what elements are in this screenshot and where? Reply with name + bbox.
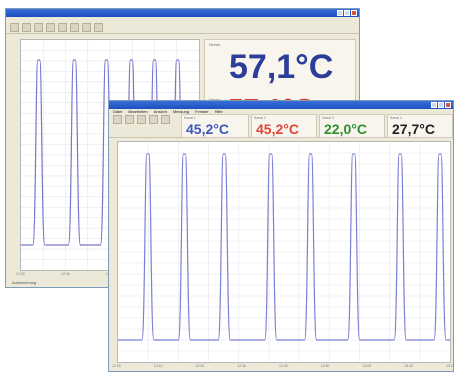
readout-channel-1: Kanal 1 45,2°C [181, 114, 249, 138]
readout-label: Kanal 1 [184, 116, 196, 120]
toolbar-button[interactable] [22, 23, 31, 32]
x-tick-label: 12:30 [237, 364, 247, 368]
front-window: Datei Bearbeiten Ansicht Messung Fenster… [108, 100, 454, 372]
readout-channel-3: Kanal 3 22,0°C [319, 114, 385, 138]
toolbar-button[interactable] [94, 23, 103, 32]
front-chart[interactable] [117, 141, 451, 363]
readout-label: Kanal 2 [254, 116, 266, 120]
status-text: Aufzeichnung [12, 280, 37, 285]
x-tick-label: 12:00 [16, 272, 25, 276]
minimize-button[interactable] [431, 102, 437, 108]
x-tick-label: 12:40 [279, 364, 288, 368]
maximize-button[interactable] [438, 102, 444, 108]
readout-value: 27,7°C [392, 121, 435, 137]
readout-channel-2: Kanal 2 45,2°C [251, 114, 317, 138]
back-window-controls [337, 10, 357, 16]
toolbar-button[interactable] [34, 23, 43, 32]
x-tick-label: 13:10 [404, 364, 414, 368]
menu-item-messung[interactable]: Messung [172, 109, 190, 114]
x-tick-label: 12:30 [61, 272, 70, 276]
x-tick-label: 12:10 [153, 364, 163, 368]
toolbar-button[interactable] [149, 115, 158, 124]
toolbar-button[interactable] [10, 23, 19, 32]
menu-item-ansicht[interactable]: Ansicht [153, 109, 167, 114]
front-trace-svg [118, 142, 450, 362]
menu-item-bearbeiten[interactable]: Bearbeiten [128, 109, 148, 114]
menu-item-fenster[interactable]: Fenster [195, 109, 209, 114]
front-window-controls [431, 102, 451, 108]
temperature-trace [118, 153, 450, 341]
toolbar-button[interactable] [82, 23, 91, 32]
close-button[interactable] [351, 10, 357, 16]
front-titlebar [109, 101, 453, 109]
readout-channel-4: Kanal 4 27,7°C [387, 114, 453, 138]
back-menubar [6, 17, 359, 22]
toolbar-button[interactable] [46, 23, 55, 32]
back-readout-panel: Messst. 57,1°C Messst. [204, 39, 356, 109]
toolbar-button[interactable] [113, 115, 122, 124]
x-tick-label: 12:00 [112, 364, 121, 368]
maximize-button[interactable] [344, 10, 350, 16]
close-button[interactable] [445, 102, 451, 108]
minimize-button[interactable] [337, 10, 343, 16]
x-tick-label: 12:20 [195, 364, 205, 368]
readout-value: 22,0°C [324, 121, 367, 137]
readout-value: 45,2°C [256, 121, 299, 137]
menu-item-hilfe[interactable]: Hilfe [214, 109, 223, 114]
toolbar-button[interactable] [58, 23, 67, 32]
x-tick-label: 13:20 [446, 364, 454, 368]
x-tick-label: 13:00 [362, 364, 372, 368]
menu-item-datei[interactable]: Datei [113, 109, 123, 114]
x-tick-label: 12:50 [320, 364, 330, 368]
readout-label: Kanal 4 [390, 116, 402, 120]
back-titlebar [6, 9, 359, 17]
front-menubar: Datei Bearbeiten Ansicht Messung Fenster… [109, 109, 453, 114]
readout-value: 57,1°C [229, 48, 334, 86]
readout-label: Messst. [209, 43, 222, 47]
toolbar-button[interactable] [125, 115, 134, 124]
toolbar-button[interactable] [70, 23, 79, 32]
readout-label: Kanal 3 [322, 116, 334, 120]
readout-value: 45,2°C [186, 121, 229, 137]
toolbar-button[interactable] [161, 115, 170, 124]
back-toolbar [6, 22, 359, 34]
toolbar-button[interactable] [137, 115, 146, 124]
